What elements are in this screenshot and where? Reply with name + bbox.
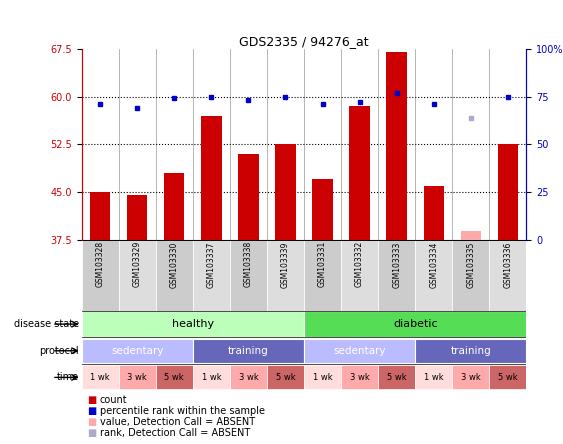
Bar <box>304 240 341 311</box>
Text: protocol: protocol <box>39 346 79 356</box>
Bar <box>267 365 304 389</box>
Text: ■: ■ <box>87 428 96 438</box>
Text: percentile rank within the sample: percentile rank within the sample <box>100 406 265 416</box>
Text: GSM103338: GSM103338 <box>244 241 253 287</box>
Text: GSM103334: GSM103334 <box>429 241 438 288</box>
Text: 5 wk: 5 wk <box>276 373 296 382</box>
Bar <box>230 365 267 389</box>
Text: ■: ■ <box>87 395 96 404</box>
Text: GSM103333: GSM103333 <box>392 241 401 288</box>
Bar <box>82 365 119 389</box>
Bar <box>304 365 341 389</box>
Bar <box>156 365 193 389</box>
Text: GSM103335: GSM103335 <box>466 241 475 288</box>
Text: 5 wk: 5 wk <box>498 373 518 382</box>
Bar <box>378 365 415 389</box>
Bar <box>498 144 518 240</box>
Bar <box>119 240 156 311</box>
Text: ■: ■ <box>87 417 96 427</box>
Bar <box>275 144 296 240</box>
Bar <box>119 365 156 389</box>
Bar <box>193 240 230 311</box>
Bar <box>350 106 370 240</box>
Text: 1 wk: 1 wk <box>202 373 221 382</box>
Text: ■: ■ <box>87 406 96 416</box>
Text: GSM103336: GSM103336 <box>503 241 512 288</box>
Text: sedentary: sedentary <box>333 346 386 356</box>
Bar <box>415 339 526 363</box>
Bar <box>341 365 378 389</box>
Bar <box>201 116 222 240</box>
Text: 1 wk: 1 wk <box>312 373 332 382</box>
Text: time: time <box>57 373 79 382</box>
Bar <box>82 311 304 337</box>
Text: GSM103337: GSM103337 <box>207 241 216 288</box>
Text: 1 wk: 1 wk <box>424 373 444 382</box>
Bar <box>90 192 110 240</box>
Text: 5 wk: 5 wk <box>387 373 406 382</box>
Text: 5 wk: 5 wk <box>164 373 184 382</box>
Bar <box>461 231 481 240</box>
Text: value, Detection Call = ABSENT: value, Detection Call = ABSENT <box>100 417 255 427</box>
Text: GSM103332: GSM103332 <box>355 241 364 287</box>
Title: GDS2335 / 94276_at: GDS2335 / 94276_at <box>239 35 369 48</box>
Bar <box>489 240 526 311</box>
Text: GSM103331: GSM103331 <box>318 241 327 287</box>
Bar <box>238 154 258 240</box>
Text: healthy: healthy <box>172 319 214 329</box>
Bar <box>304 311 526 337</box>
Bar <box>82 240 119 311</box>
Bar <box>127 195 148 240</box>
Text: diabetic: diabetic <box>393 319 437 329</box>
Text: 1 wk: 1 wk <box>90 373 110 382</box>
Text: 3 wk: 3 wk <box>350 373 369 382</box>
Bar <box>193 339 304 363</box>
Bar <box>312 179 333 240</box>
Text: 3 wk: 3 wk <box>127 373 147 382</box>
Bar <box>415 365 452 389</box>
Bar <box>386 52 407 240</box>
Bar <box>489 365 526 389</box>
Text: training: training <box>228 346 269 356</box>
Text: GSM103329: GSM103329 <box>133 241 142 287</box>
Bar <box>82 339 193 363</box>
Bar <box>452 240 489 311</box>
Bar <box>267 240 304 311</box>
Text: disease state: disease state <box>14 319 79 329</box>
Text: count: count <box>100 395 127 404</box>
Bar <box>378 240 415 311</box>
Bar <box>164 173 185 240</box>
Bar <box>452 365 489 389</box>
Text: GSM103330: GSM103330 <box>170 241 179 288</box>
Bar <box>230 240 267 311</box>
Bar <box>304 339 415 363</box>
Bar <box>415 240 452 311</box>
Text: 3 wk: 3 wk <box>239 373 258 382</box>
Text: sedentary: sedentary <box>111 346 163 356</box>
Text: GSM103328: GSM103328 <box>96 241 105 287</box>
Bar <box>423 186 444 240</box>
Text: training: training <box>450 346 491 356</box>
Bar <box>341 240 378 311</box>
Text: 3 wk: 3 wk <box>461 373 481 382</box>
Text: rank, Detection Call = ABSENT: rank, Detection Call = ABSENT <box>100 428 250 438</box>
Bar <box>193 365 230 389</box>
Text: GSM103339: GSM103339 <box>281 241 290 288</box>
Bar <box>156 240 193 311</box>
